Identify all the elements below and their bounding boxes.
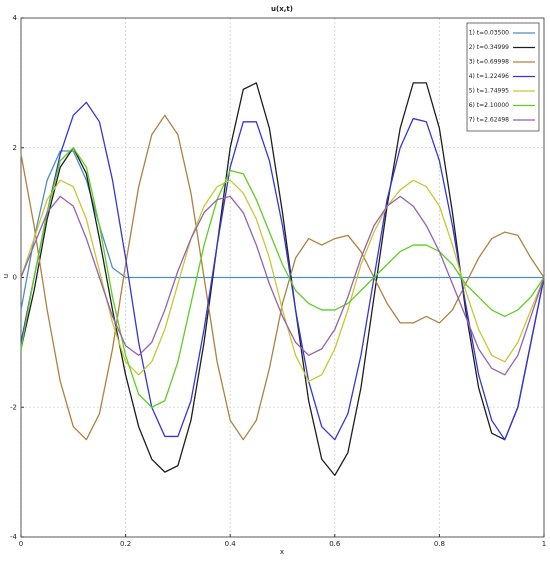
x-axis-label: x — [280, 548, 284, 556]
legend-label: 1) t=0.03500 — [469, 30, 509, 37]
x-tick-label: 0.2 — [120, 540, 131, 548]
legend: 1) t=0.03500 2) t=0.34999 3) t=0.69998 4) t… — [466, 22, 540, 132]
x-tick-label: 0.4 — [225, 540, 237, 548]
legend-label: 2) t=0.34999 — [469, 44, 509, 51]
x-tick-label: 0.6 — [329, 540, 341, 548]
legend-label: 7) t=2.62498 — [469, 117, 509, 124]
y-tick-label: 2 — [13, 144, 17, 152]
y-tick-label: 0 — [13, 274, 17, 282]
y-tick-label: -4 — [10, 533, 18, 541]
series-line — [20, 195, 545, 376]
legend-label: 3) t=0.69998 — [469, 59, 509, 66]
y-tick-label: -2 — [10, 403, 17, 411]
legend-label: 6) t=2.10000 — [469, 102, 509, 109]
series-line — [20, 101, 545, 441]
series-line — [20, 114, 545, 441]
series-line — [20, 179, 545, 382]
legend-label: 4) t=1.22496 — [469, 73, 509, 80]
x-tick-label: 0.8 — [434, 540, 445, 548]
x-tick-label: 0 — [19, 540, 23, 548]
series-line — [20, 150, 544, 311]
series-line — [20, 82, 545, 477]
chart-title: u(x,t) — [271, 5, 293, 13]
legend-label: 5) t=1.74995 — [469, 88, 509, 95]
y-tick-label: 4 — [13, 14, 18, 22]
y-axis-label: u — [2, 274, 10, 278]
series-line — [20, 147, 545, 408]
x-tick-label: 1 — [542, 540, 546, 548]
